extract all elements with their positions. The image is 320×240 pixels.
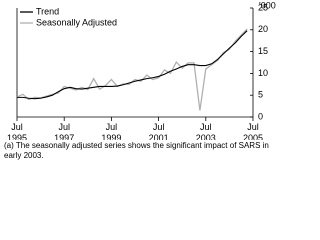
x-tick-label: Jul 2005 xyxy=(243,122,263,140)
page: '000 0 5 10 15 20 25 Jul 1995 Jul 1997 Jul 1999 Jul 2… xyxy=(4,0,276,160)
y-tick-label: 10 xyxy=(258,68,268,78)
y-tick-label: 20 xyxy=(258,24,268,34)
footnote: (a) The seasonally adjusted series shows… xyxy=(4,141,269,160)
series-line xyxy=(17,30,248,100)
series-line xyxy=(16,28,248,111)
x-tick-label: Jul 1995 xyxy=(7,122,27,140)
y-unit-label: '000 xyxy=(259,0,276,10)
chart: '000 0 5 10 15 20 25 Jul 1995 Jul 1997 Jul 1999 Jul 2… xyxy=(7,0,276,140)
legend-label: Seasonally Adjusted xyxy=(36,17,117,27)
x-tick-label: Jul 1999 xyxy=(101,122,121,140)
y-tick-label: 15 xyxy=(258,46,268,56)
x-tick-label: Jul 2003 xyxy=(196,122,216,140)
legend-label: Trend xyxy=(36,6,59,16)
x-tick-label: Jul 2001 xyxy=(149,122,169,140)
y-tick-label: 25 xyxy=(258,2,268,12)
y-tick-label: 0 xyxy=(258,111,263,121)
x-tick-label: Jul 1997 xyxy=(54,122,74,140)
y-tick-label: 5 xyxy=(258,90,263,100)
